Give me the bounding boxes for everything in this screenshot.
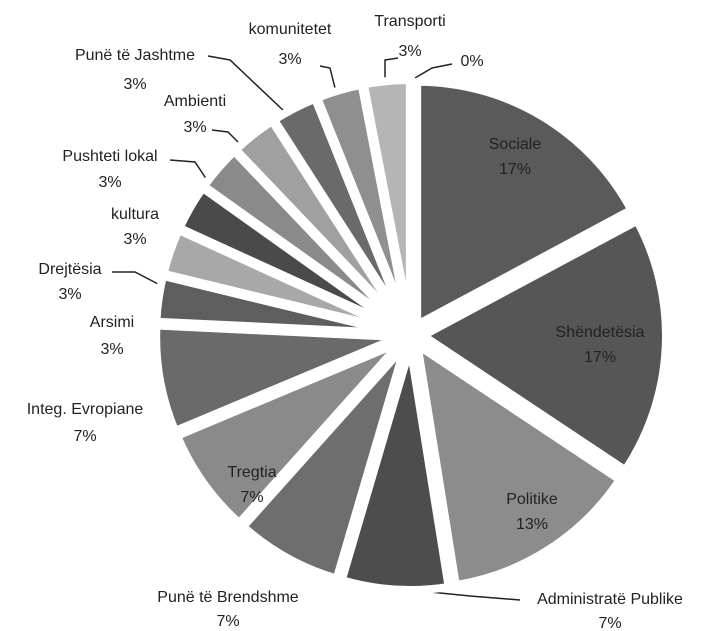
value-label: 3% — [278, 51, 301, 68]
value-label: 0% — [460, 53, 483, 70]
leader-lines — [112, 55, 521, 601]
value-label: 3% — [123, 231, 146, 248]
value-label: 3% — [98, 174, 121, 191]
slice-label: komunitetet — [249, 21, 332, 38]
value-label: 7% — [598, 615, 621, 631]
slice-label: Transporti — [374, 13, 445, 30]
pie-slice — [413, 341, 624, 590]
value-label: 3% — [183, 119, 206, 136]
pie-slice — [173, 337, 406, 528]
leader-line — [112, 271, 161, 286]
slice-label: Tregtia — [227, 464, 276, 481]
pie-slice — [337, 342, 453, 594]
value-label: 3% — [398, 43, 421, 60]
leader-line — [319, 65, 336, 89]
value-label: 3% — [58, 286, 81, 303]
slice-label: Drejtësia — [38, 261, 101, 278]
slice-label: Administratë Publike — [537, 591, 683, 608]
slice-label: Politike — [506, 491, 558, 508]
slice-label: kultura — [111, 206, 159, 223]
value-label: 17% — [584, 349, 616, 366]
slice-label: Ambienti — [164, 93, 226, 110]
value-label: 17% — [499, 161, 531, 178]
pie-slice — [418, 216, 670, 475]
slice-label: Sociale — [489, 136, 542, 153]
slice-label: Shëndetësia — [556, 324, 645, 341]
pie-slice — [359, 76, 414, 328]
slice-label: Pushteti lokal — [62, 148, 157, 165]
leader-line — [211, 129, 239, 143]
leader-line — [207, 55, 286, 113]
slice-label: Punë të Brendshme — [157, 589, 299, 606]
pie-slice — [413, 77, 636, 329]
leader-line — [414, 63, 453, 79]
slice-label: Punë të Jashtme — [75, 47, 195, 64]
value-label: 7% — [216, 613, 239, 630]
pie-slice — [239, 341, 410, 583]
pie-slice — [152, 321, 404, 435]
slice-label: Arsimi — [90, 314, 134, 331]
value-label: 3% — [100, 341, 123, 358]
value-label: 7% — [73, 428, 96, 445]
slice-label: Integ. Evropiane — [27, 401, 144, 418]
value-label: 7% — [240, 489, 263, 506]
value-label: 3% — [123, 76, 146, 93]
value-label: 13% — [516, 516, 548, 533]
leader-line — [169, 159, 208, 181]
leader-line — [384, 57, 399, 80]
